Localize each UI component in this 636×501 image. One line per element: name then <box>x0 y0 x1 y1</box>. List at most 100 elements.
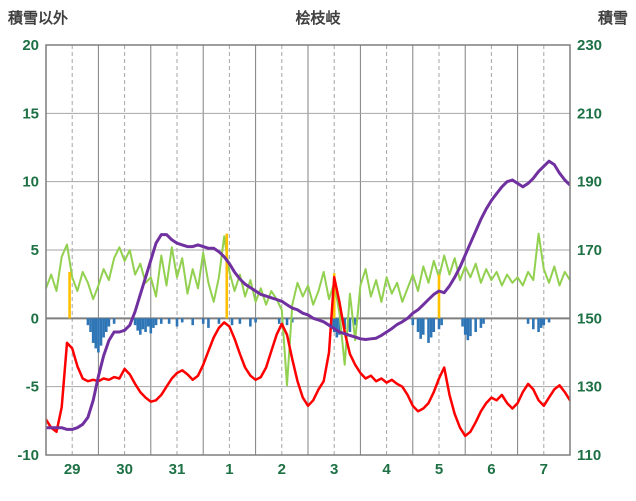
x-tick-label: 5 <box>435 461 443 478</box>
wind-line <box>46 232 570 387</box>
precipitation-bar <box>86 318 90 326</box>
precipitation-bar <box>180 318 184 323</box>
snowfall-event-bar <box>332 273 336 319</box>
precipitation-bar <box>429 318 433 338</box>
precipitation-bar <box>249 318 252 327</box>
precipitation-bar <box>469 318 472 337</box>
right-tick-label: 190 <box>577 174 602 191</box>
precipitation-bar <box>537 318 540 332</box>
right-tick-label: 110 <box>577 447 601 464</box>
left-tick-label: 20 <box>22 37 39 54</box>
precipitation-bar <box>97 318 100 353</box>
precipitation-bar <box>91 318 95 343</box>
precipitation-bar <box>343 318 346 330</box>
x-tick-label: 2 <box>278 461 286 478</box>
precipitation-bar <box>144 318 147 332</box>
chart-title: 桧枝岐 <box>295 10 341 27</box>
snow-depth-line <box>46 159 570 431</box>
precipitation-bar <box>416 318 420 332</box>
right-tick-label: 130 <box>577 379 602 396</box>
temperature-line <box>46 276 570 438</box>
right-tick-label: 170 <box>577 242 602 259</box>
precipitation-bar <box>338 318 341 335</box>
precipitation-bar <box>175 318 179 327</box>
plot-border <box>45 44 571 456</box>
x-tick-label: 31 <box>169 461 186 478</box>
x-tick-label: 6 <box>487 461 495 478</box>
precipitation-bar <box>335 318 339 338</box>
precipitation-bar <box>461 318 464 327</box>
snowfall-event-bars <box>68 233 441 319</box>
precipitation-bar <box>411 318 415 326</box>
precipitation-bar <box>201 318 205 324</box>
precipitation-bar <box>482 318 485 324</box>
precipitation-bars <box>86 318 551 353</box>
precipitation-bar <box>102 318 105 338</box>
precipitation-bar <box>154 318 158 326</box>
precipitation-bar <box>285 318 289 326</box>
snowfall-event-bar <box>68 271 71 319</box>
precipitation-bar <box>191 318 195 326</box>
precipitation-bar <box>277 318 281 324</box>
x-tick-label: 3 <box>330 461 338 478</box>
precipitation-bar <box>159 318 163 324</box>
precipitation-bar <box>547 318 551 323</box>
gridlines <box>46 44 570 456</box>
right-tick-label: 230 <box>577 37 602 54</box>
precipitation-bar <box>290 318 294 323</box>
precipitation-bar <box>89 318 92 332</box>
precipitation-bar <box>99 318 103 346</box>
precipitation-bar <box>526 318 530 324</box>
precipitation-bar <box>149 318 153 334</box>
precipitation-bar <box>133 318 137 326</box>
precipitation-bar <box>207 318 210 328</box>
precipitation-bar <box>146 318 150 327</box>
left-tick-label: 15 <box>22 105 39 122</box>
left-tick-label: -5 <box>26 379 39 396</box>
x-tick-label: 1 <box>225 461 233 478</box>
precipitation-bar <box>479 318 483 328</box>
precipitation-bar <box>532 318 535 330</box>
precipitation-bar <box>94 318 98 349</box>
x-tick-label: 7 <box>540 461 548 478</box>
precipitation-bar <box>437 318 441 330</box>
right-tick-label: 150 <box>577 310 602 327</box>
x-tick-label: 29 <box>64 461 81 478</box>
precipitation-bar <box>107 318 111 327</box>
precipitation-bar <box>542 318 546 326</box>
snowfall-event-bar <box>437 274 441 319</box>
precipitation-bar <box>332 318 336 332</box>
x-tick-label: 4 <box>382 461 391 478</box>
precipitation-bar <box>112 318 116 324</box>
precipitation-bar <box>421 318 425 335</box>
left-tick-label: 0 <box>31 310 39 327</box>
precipitation-bar <box>152 318 155 328</box>
snowfall-event-bar <box>225 233 229 319</box>
precipitation-bar <box>466 318 470 341</box>
precipitation-bar <box>254 318 257 323</box>
precipitation-bar <box>136 318 139 331</box>
precipitation-bar <box>419 318 422 339</box>
precipitation-bar <box>167 318 171 324</box>
precipitation-bar <box>230 318 234 326</box>
right-tick-label: 210 <box>577 105 602 122</box>
left-tick-label: 10 <box>22 174 39 191</box>
precipitation-bar <box>139 318 142 335</box>
x-tick-label: 30 <box>116 461 133 478</box>
precipitation-bar <box>440 318 443 326</box>
precipitation-bar <box>432 318 436 332</box>
left-axis-title: 積雪以外 <box>8 10 69 27</box>
precipitation-bar <box>238 318 242 324</box>
series <box>46 159 570 438</box>
precipitation-bar <box>427 318 430 343</box>
precipitation-bar <box>217 318 221 324</box>
precipitation-bar <box>104 318 108 332</box>
precipitation-bar <box>353 318 357 326</box>
right-axis-title: 積雪 <box>597 10 628 27</box>
left-tick-label: -10 <box>17 447 39 464</box>
precipitation-bar <box>539 318 543 328</box>
precipitation-bar <box>463 318 467 335</box>
